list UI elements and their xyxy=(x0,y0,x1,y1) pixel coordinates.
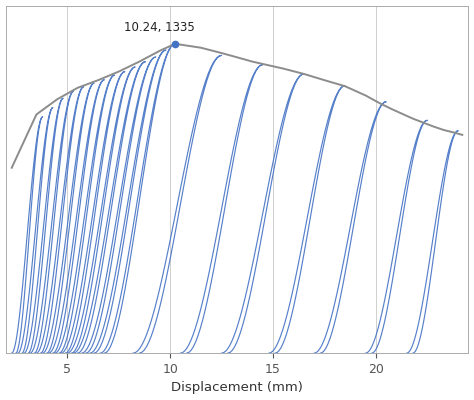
Text: 10.24, 1335: 10.24, 1335 xyxy=(124,21,194,34)
X-axis label: Displacement (mm): Displacement (mm) xyxy=(171,382,303,394)
